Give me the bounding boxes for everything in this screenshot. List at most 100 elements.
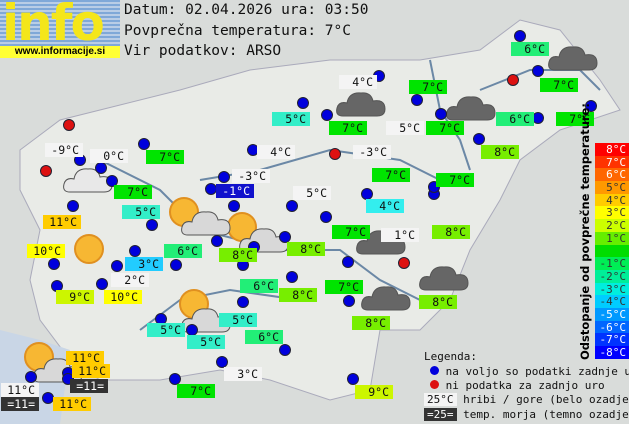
station-temperature[interactable]: 5°C [147, 323, 185, 337]
station-dot-available[interactable] [169, 373, 181, 385]
station-dot-available[interactable] [67, 200, 79, 212]
station-dot-missing[interactable] [329, 148, 341, 160]
logo-url[interactable]: www.informacije.si [0, 46, 120, 58]
station-temperature[interactable]: 5°C [122, 205, 160, 219]
station-temperature[interactable]: 1°C [381, 228, 419, 242]
station-temperature[interactable]: 5°C [187, 335, 225, 349]
station-temperature[interactable]: 7°C [177, 384, 215, 398]
station-temperature[interactable]: =11= [70, 379, 108, 393]
station-temperature[interactable]: 5°C [272, 112, 310, 126]
station-temperature[interactable]: 7°C [114, 185, 152, 199]
station-dot-available[interactable] [48, 258, 60, 270]
station-temperature[interactable]: 4°C [339, 75, 377, 89]
station-dot-missing[interactable] [40, 165, 52, 177]
scale-band [595, 244, 629, 258]
station-temperature[interactable]: 9°C [355, 385, 393, 399]
station-dot-available[interactable] [514, 30, 526, 42]
station-dot-available[interactable] [218, 171, 230, 183]
station-temperature[interactable]: =11= [1, 397, 39, 411]
station-temperature[interactable]: 5°C [386, 121, 424, 135]
station-temperature[interactable]: 8°C [481, 145, 519, 159]
station-dot-available[interactable] [237, 296, 249, 308]
station-temperature[interactable]: 7°C [332, 225, 370, 239]
station-temperature[interactable]: 4°C [366, 199, 404, 213]
station-temperature[interactable]: 7°C [540, 78, 578, 92]
station-temperature[interactable]: 8°C [219, 248, 257, 262]
scale-band: -3°C [595, 282, 629, 295]
station-temperature[interactable]: 11°C [72, 364, 110, 378]
station-temperature[interactable]: 7°C [329, 121, 367, 135]
station-temperature[interactable]: 10°C [27, 244, 65, 258]
info-logo[interactable]: info www.informacije.si [0, 0, 120, 58]
station-dot-available[interactable] [111, 260, 123, 272]
station-dot-available[interactable] [216, 356, 228, 368]
station-dot-available[interactable] [342, 256, 354, 268]
station-dot-available[interactable] [286, 271, 298, 283]
station-dot-available[interactable] [138, 138, 150, 150]
station-temperature[interactable]: 11°C [53, 397, 91, 411]
station-temperature[interactable]: 6°C [496, 112, 534, 126]
station-dot-available[interactable] [343, 295, 355, 307]
station-dot-available[interactable] [170, 259, 182, 271]
sun-icon [74, 234, 104, 264]
station-dot-available[interactable] [286, 200, 298, 212]
station-dot-missing[interactable] [63, 119, 75, 131]
station-temperature[interactable]: 0°C [90, 149, 128, 163]
station-dot-available[interactable] [320, 211, 332, 223]
station-temperature[interactable]: -3°C [232, 169, 270, 183]
station-temperature[interactable]: -3°C [353, 145, 391, 159]
station-temperature[interactable]: 7°C [146, 150, 184, 164]
station-temperature[interactable]: 2°C [111, 273, 149, 287]
station-temperature[interactable]: -9°C [45, 143, 83, 157]
station-dot-available[interactable] [532, 65, 544, 77]
station-dot-available[interactable] [25, 371, 37, 383]
station-temperature[interactable]: 6°C [164, 244, 202, 258]
station-temperature[interactable]: 7°C [409, 80, 447, 94]
station-dot-available[interactable] [211, 235, 223, 247]
station-temperature[interactable]: 6°C [511, 42, 549, 56]
station-temperature[interactable]: 7°C [556, 112, 594, 126]
station-dot-available[interactable] [435, 108, 447, 120]
station-dot-available[interactable] [411, 94, 423, 106]
station-temperature[interactable]: 6°C [245, 330, 283, 344]
station-dot-available[interactable] [347, 373, 359, 385]
station-temperature[interactable]: 3°C [224, 367, 262, 381]
station-dot-available[interactable] [106, 175, 118, 187]
station-dot-available[interactable] [585, 100, 597, 112]
station-dot-available[interactable] [279, 344, 291, 356]
partly-cloudy-icon [181, 211, 231, 236]
station-temperature[interactable]: 8°C [419, 295, 457, 309]
station-temperature[interactable]: 11°C [43, 215, 81, 229]
station-dot-available[interactable] [96, 278, 108, 290]
cloud-icon [446, 96, 496, 121]
station-temperature[interactable]: -1°C [216, 184, 254, 198]
station-temperature[interactable]: 10°C [104, 290, 142, 304]
station-temperature[interactable]: 8°C [352, 316, 390, 330]
station-dot-available[interactable] [95, 162, 107, 174]
station-temperature[interactable]: 7°C [426, 121, 464, 135]
station-temperature[interactable]: 6°C [240, 279, 278, 293]
station-dot-available[interactable] [473, 133, 485, 145]
station-temperature[interactable]: 4°C [257, 145, 295, 159]
station-temperature[interactable]: 11°C [1, 383, 39, 397]
station-temperature[interactable]: 5°C [219, 313, 257, 327]
station-dot-missing[interactable] [507, 74, 519, 86]
station-dot-missing[interactable] [398, 257, 410, 269]
station-temperature[interactable]: 3°C [125, 257, 163, 271]
station-dot-available[interactable] [146, 219, 158, 231]
station-temperature[interactable]: 5°C [293, 186, 331, 200]
station-dot-available[interactable] [129, 245, 141, 257]
station-dot-available[interactable] [228, 200, 240, 212]
scale-band: -1°C [595, 257, 629, 270]
station-temperature[interactable]: 7°C [325, 280, 363, 294]
station-temperature[interactable]: 8°C [287, 242, 325, 256]
station-temperature[interactable]: 7°C [372, 168, 410, 182]
station-temperature[interactable]: 8°C [279, 288, 317, 302]
station-temperature[interactable]: 9°C [56, 290, 94, 304]
station-dot-available[interactable] [321, 109, 333, 121]
station-temperature[interactable]: 8°C [432, 225, 470, 239]
station-dot-available[interactable] [297, 97, 309, 109]
station-dot-available[interactable] [279, 231, 291, 243]
station-temperature[interactable]: 7°C [436, 173, 474, 187]
station-temperature[interactable]: 11°C [66, 351, 104, 365]
